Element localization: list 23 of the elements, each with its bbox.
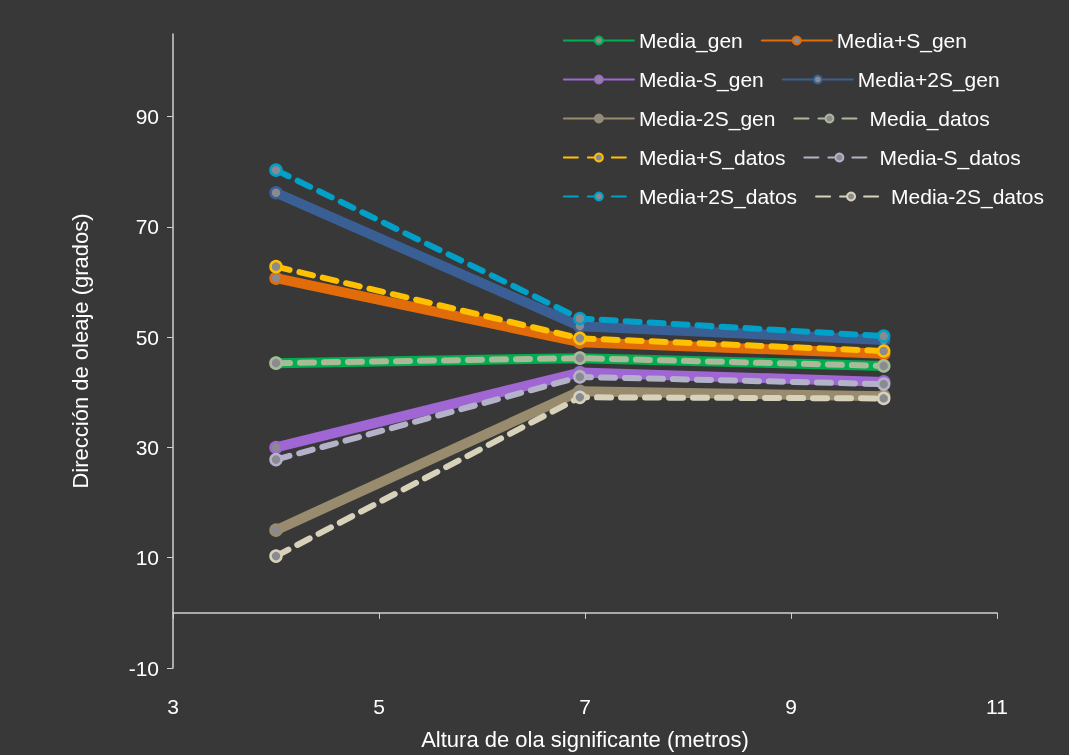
legend-label: Media_gen: [638, 29, 743, 53]
x-tick-label: 9: [785, 695, 797, 718]
y-tick-label: -10: [128, 656, 159, 680]
x-tick-label: 3: [167, 695, 179, 718]
y-tick-label: 30: [135, 435, 159, 459]
legend-label: Media-2S_datos: [891, 185, 1045, 209]
legend-label: Media+2S_gen: [857, 68, 1000, 92]
x-tick-label: 7: [579, 695, 591, 718]
legend-label: Media+2S_datos: [638, 185, 798, 209]
y-tick-label: 90: [135, 105, 159, 129]
y-axis-title: Dirección de oleaje (grados): [67, 213, 93, 489]
x-tick-label: 11: [986, 695, 1008, 718]
y-tick-label: 10: [135, 546, 159, 570]
x-axis-title: Altura de ola significante (metros): [421, 726, 749, 752]
legend-label: Media-S_datos: [879, 146, 1021, 170]
legend-label: Media-2S_gen: [638, 107, 776, 131]
legend-label: Media-S_gen: [638, 68, 764, 92]
y-tick-label: 70: [135, 215, 159, 239]
legend-label: Media+S_gen: [836, 29, 967, 53]
x-tick-label: 5: [373, 695, 385, 718]
legend-label: Media_datos: [869, 107, 990, 131]
legend-label: Media+S_datos: [638, 146, 786, 170]
y-tick-label: 50: [135, 325, 159, 349]
